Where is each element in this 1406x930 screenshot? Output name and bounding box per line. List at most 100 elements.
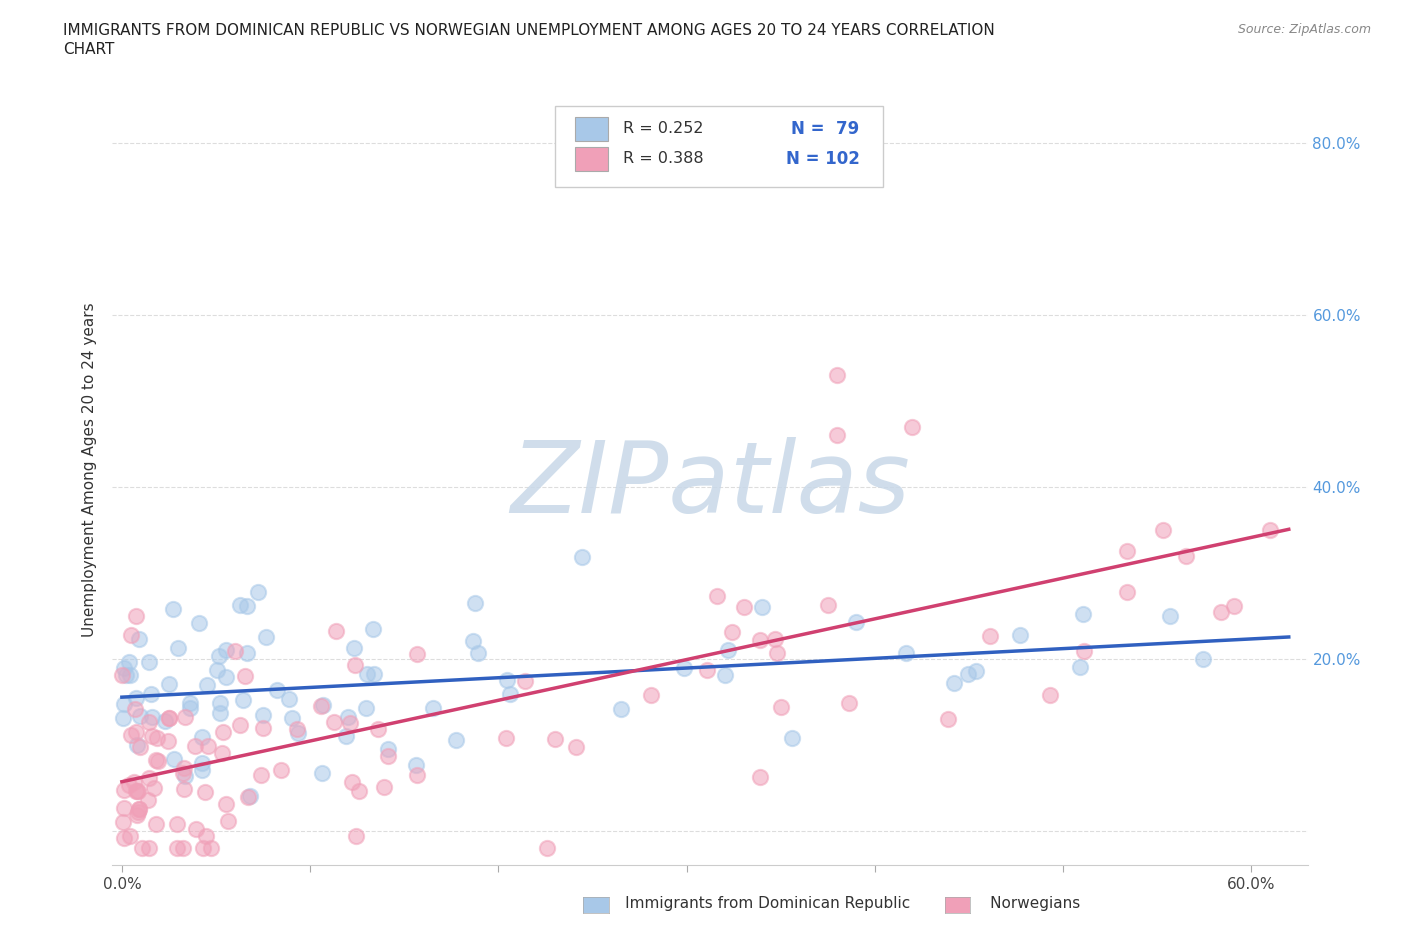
Point — [162, 602, 184, 617]
Point — [749, 769, 772, 784]
Point — [127, 737, 149, 752]
Point — [172, 841, 194, 856]
Point — [349, 784, 371, 799]
Point — [749, 633, 772, 648]
Point — [146, 754, 169, 769]
Point — [373, 779, 395, 794]
Point — [339, 716, 361, 731]
Point — [825, 428, 848, 443]
Text: R = 0.252: R = 0.252 — [623, 122, 703, 137]
Point — [751, 599, 773, 614]
Point — [817, 597, 839, 612]
Point — [128, 802, 150, 817]
Point — [838, 695, 860, 710]
Point — [215, 643, 238, 658]
Point — [1223, 598, 1246, 613]
Point — [138, 771, 160, 786]
Point — [311, 699, 333, 714]
Point — [252, 720, 274, 735]
Point — [112, 830, 135, 845]
Point — [344, 829, 367, 844]
Point — [209, 696, 232, 711]
Point — [125, 808, 148, 823]
Point — [157, 711, 180, 725]
Point — [1152, 523, 1174, 538]
Point — [211, 746, 233, 761]
Point — [157, 711, 180, 726]
Point — [191, 841, 214, 856]
Point — [236, 599, 259, 614]
Point — [1069, 659, 1091, 674]
Text: N =  79: N = 79 — [792, 120, 859, 138]
Point — [179, 695, 201, 710]
Point — [124, 702, 146, 717]
Point — [640, 687, 662, 702]
Point — [496, 672, 519, 687]
Point — [278, 691, 301, 706]
Point — [957, 667, 980, 682]
Point — [122, 775, 145, 790]
Point — [112, 660, 135, 675]
Point — [136, 792, 159, 807]
Point — [174, 768, 197, 783]
Point — [239, 789, 262, 804]
Point — [141, 729, 163, 744]
Point — [464, 596, 486, 611]
Point — [191, 763, 214, 777]
Point — [118, 829, 141, 844]
Point — [211, 724, 233, 739]
Point — [112, 782, 135, 797]
Point — [717, 643, 740, 658]
Point — [942, 676, 965, 691]
Point — [405, 757, 427, 772]
Point — [467, 645, 489, 660]
Point — [1175, 549, 1198, 564]
Point — [205, 663, 228, 678]
Point — [125, 691, 148, 706]
Point — [224, 644, 246, 658]
Point — [363, 666, 385, 681]
Point — [335, 729, 357, 744]
Point — [770, 699, 793, 714]
Point — [118, 777, 141, 792]
Point — [195, 678, 218, 693]
Point — [675, 153, 697, 167]
Point — [125, 724, 148, 739]
Text: ZIPatlas: ZIPatlas — [510, 437, 910, 534]
Point — [1073, 644, 1095, 658]
Point — [377, 741, 399, 756]
Point — [173, 781, 195, 796]
Point — [128, 740, 150, 755]
Point — [118, 654, 141, 669]
Point — [172, 765, 194, 780]
Text: IMMIGRANTS FROM DOMINICAN REPUBLIC VS NORWEGIAN UNEMPLOYMENT AMONG AGES 20 TO 24: IMMIGRANTS FROM DOMINICAN REPUBLIC VS NO… — [63, 23, 995, 38]
Point — [1073, 606, 1095, 621]
Point — [111, 711, 134, 725]
Point — [422, 700, 444, 715]
Point — [233, 669, 256, 684]
Point — [367, 721, 389, 736]
Point — [571, 550, 593, 565]
Point — [138, 841, 160, 856]
Point — [157, 676, 180, 691]
Text: Source: ZipAtlas.com: Source: ZipAtlas.com — [1237, 23, 1371, 36]
Point — [1116, 544, 1139, 559]
Point — [1039, 687, 1062, 702]
Point — [249, 768, 271, 783]
Point — [311, 765, 333, 780]
Point — [247, 584, 270, 599]
Point — [232, 693, 254, 708]
Point — [194, 785, 217, 800]
Point — [270, 763, 292, 777]
Point — [217, 814, 239, 829]
Point — [236, 645, 259, 660]
Point — [127, 804, 149, 819]
Point — [145, 816, 167, 830]
Point — [188, 616, 211, 631]
Point — [197, 738, 219, 753]
Point — [287, 726, 309, 741]
Point — [343, 641, 366, 656]
Point — [894, 645, 917, 660]
Point — [125, 609, 148, 624]
Point — [936, 711, 959, 726]
